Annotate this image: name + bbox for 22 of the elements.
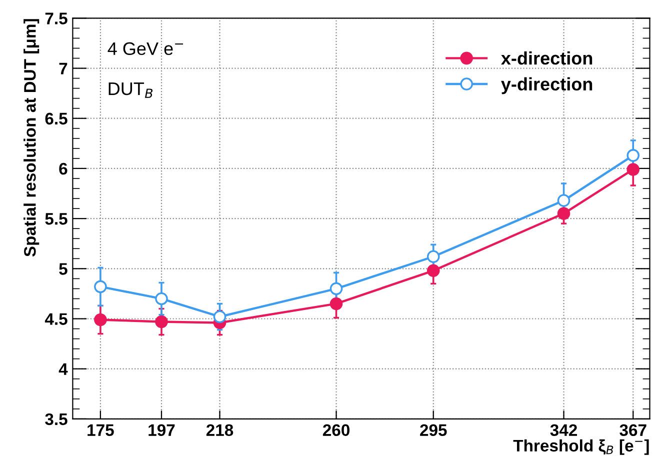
- y-tick-label: 4.5: [44, 313, 68, 325]
- y-tick-label: 6: [59, 162, 68, 175]
- legend-label: y-direction: [501, 77, 592, 94]
- x-axis-title: Threshold ξ$_{B}$ [e$^{−}$]: [513, 439, 649, 455]
- x-tick-label: 295: [420, 424, 447, 436]
- x-tick-label: 342: [550, 424, 577, 436]
- y-tick-label: 4: [58, 363, 68, 375]
- y-tick-label: 7.5: [45, 12, 68, 24]
- annotation: 4 GeV e$^{−}$: [108, 42, 183, 56]
- x-tick-label: 175: [88, 424, 114, 436]
- y-tick-label: 5: [59, 263, 68, 275]
- y-axis-title: Spatial resolution at DUT [μm]: [24, 19, 40, 257]
- y-tick-label: 5.5: [45, 213, 68, 225]
- legend-label: x-direction: [501, 51, 592, 65]
- y-tick-label: 6.5: [45, 112, 68, 125]
- x-tick-label: 260: [322, 424, 350, 436]
- annotation: DUT$_{B}$: [108, 82, 153, 98]
- y-tick-label: 3.5: [45, 413, 68, 426]
- x-tick-label: 218: [206, 424, 234, 436]
- x-tick-label: 197: [148, 424, 175, 436]
- x-tick-label: 367: [620, 424, 646, 436]
- y-tick-label: 7: [59, 62, 68, 74]
